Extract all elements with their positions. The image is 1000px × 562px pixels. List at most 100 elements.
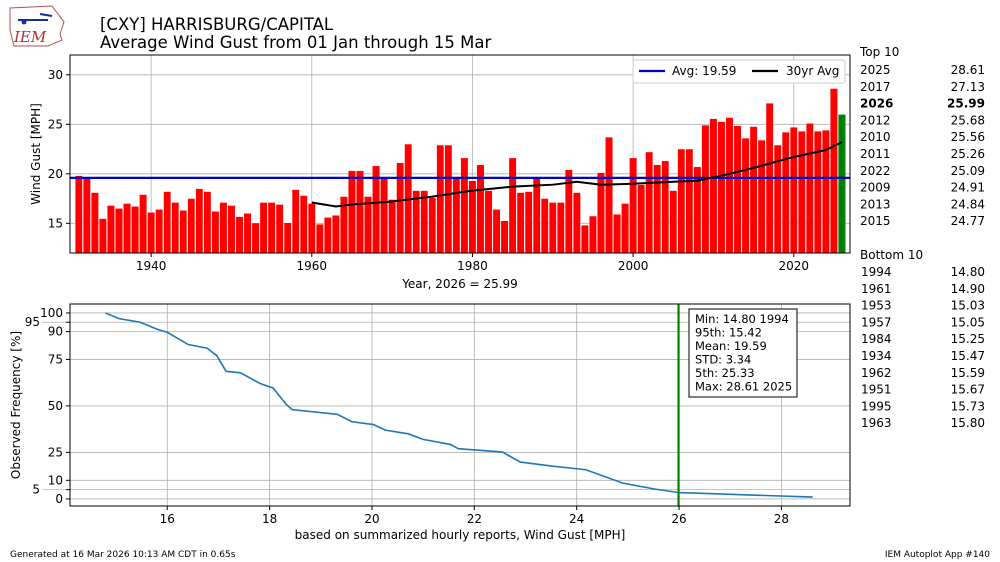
bar-2026 [838,114,846,254]
bar-1952 [243,213,252,254]
plot-frame [69,303,851,507]
bar-1963 [332,215,340,254]
bottom10-year: 1984 [861,332,892,346]
bar-1947 [203,191,212,254]
bottom10-value: 15.03 [951,299,985,313]
bottom10-year: 1963 [861,416,892,430]
y-axis-label: Observed Frequency [%] [9,331,23,479]
bar-1967 [364,196,372,254]
x-tick-label: 16 [160,512,175,526]
x-tick-label: 26 [671,512,686,526]
x-tick-label: 24 [569,512,584,526]
y-tick-label: 75 [48,352,63,366]
bar-2011 [717,121,726,254]
bottom10-value: 15.25 [951,332,985,346]
bar-1999 [621,203,629,254]
bar-1995 [589,215,597,254]
bottom10-year: 1994 [861,265,892,279]
top10-value: 25.68 [951,113,985,127]
stats-box-frame [688,308,798,398]
top10-year: 2009 [860,181,891,195]
rank-lists: Top 10 2025 28.61 2017 27.13 2026 25.99 2012 25.… [859,45,985,430]
bar-2002 [645,151,653,254]
bar-2007 [685,148,694,254]
bar-1961 [316,224,324,254]
legend-box [632,59,846,84]
legend-30yr-label: 30yr Avg [786,64,839,78]
x-tick-label: 2000 [618,259,649,273]
top10-value: 27.13 [951,80,985,94]
bottom10-year: 1934 [861,349,892,363]
top-bar-chart: 1940 1960 1980 2000 2020 15 20 25 30 Year, 2026 =… [29,54,851,291]
bar-1977 [444,144,453,254]
footer-generated: Generated at 16 Mar 2026 10:13 AM CDT in… [10,550,236,560]
x-tick-label: 1960 [297,259,328,273]
bar-1944 [179,210,188,254]
bar-1974 [420,190,429,254]
chart-title: Average Wind Gust from 01 Jan through 15… [100,33,491,52]
bar-1942 [163,191,171,254]
bar-2019 [781,132,790,254]
bar-1956 [275,204,284,254]
bar-1969 [380,178,388,254]
top10-year: 2013 [860,197,891,211]
top10-value: 28.61 [951,63,985,77]
plot-frame [69,54,851,254]
bar-1962 [324,217,332,254]
stats-line: 95th: 15.42 [695,326,762,340]
y-tick-label: 20 [48,167,63,181]
bar-1937 [123,203,131,254]
bar-1955 [267,202,276,254]
bar-1973 [412,190,420,254]
bar-1970 [388,199,396,254]
bar-1971 [396,162,404,254]
bottom10-year: 1962 [861,366,892,380]
x-tick-label: 22 [467,512,482,526]
bar-2012 [725,117,734,254]
bar-1994 [581,225,589,254]
top10-value: 24.84 [951,197,985,211]
top10-value: 24.91 [951,181,985,195]
x-tick-label: 20 [364,512,379,526]
bar-1966 [356,170,364,254]
top10-title: Top 10 [859,45,899,59]
y-tick-label: 0 [55,492,63,506]
bar-1989 [540,198,549,254]
bar-1939 [139,194,147,254]
bar-1976 [436,144,445,254]
x-tick-label: 1940 [136,259,167,273]
bar-1953 [251,222,260,254]
bar-1993 [573,192,581,254]
bar-1932 [83,178,91,254]
logo-text: IEM [13,28,47,46]
top10-value: 24.77 [951,214,985,228]
bar-2025 [830,88,838,254]
bar-1991 [557,202,565,254]
legend: Avg: 19.59 30yr Avg [632,59,846,84]
bottom10-year: 1961 [861,282,892,296]
bar-1985 [508,157,517,254]
y-tick-label: 90 [48,325,63,339]
top10-year: 2017 [860,80,891,94]
x-tick-label: 28 [774,512,789,526]
bottom10-title: Bottom 10 [860,248,923,262]
bottom10-year: 1995 [861,399,892,413]
y-tick-label: 5 [32,483,40,497]
y-tick-label: 25 [48,117,63,131]
bar-1997 [605,137,613,254]
bottom10-value: 15.73 [951,399,985,413]
bar-2015 [749,126,758,254]
top10-year: 2015 [860,214,891,228]
bar-2010 [709,118,718,254]
stats-line: 5th: 25.33 [695,366,755,380]
footer-app: IEM Autoplot App #140 [885,550,990,560]
bottom10-value: 14.90 [951,282,985,296]
bar-1959 [299,195,308,254]
bar-1960 [308,203,316,254]
bottom10-year: 1957 [861,315,892,329]
bar-2016 [757,139,766,254]
x-axis-label: based on summarized hourly reports, Wind… [295,528,626,542]
top10-year: 2010 [860,130,891,144]
x-tick-label: 18 [262,512,277,526]
